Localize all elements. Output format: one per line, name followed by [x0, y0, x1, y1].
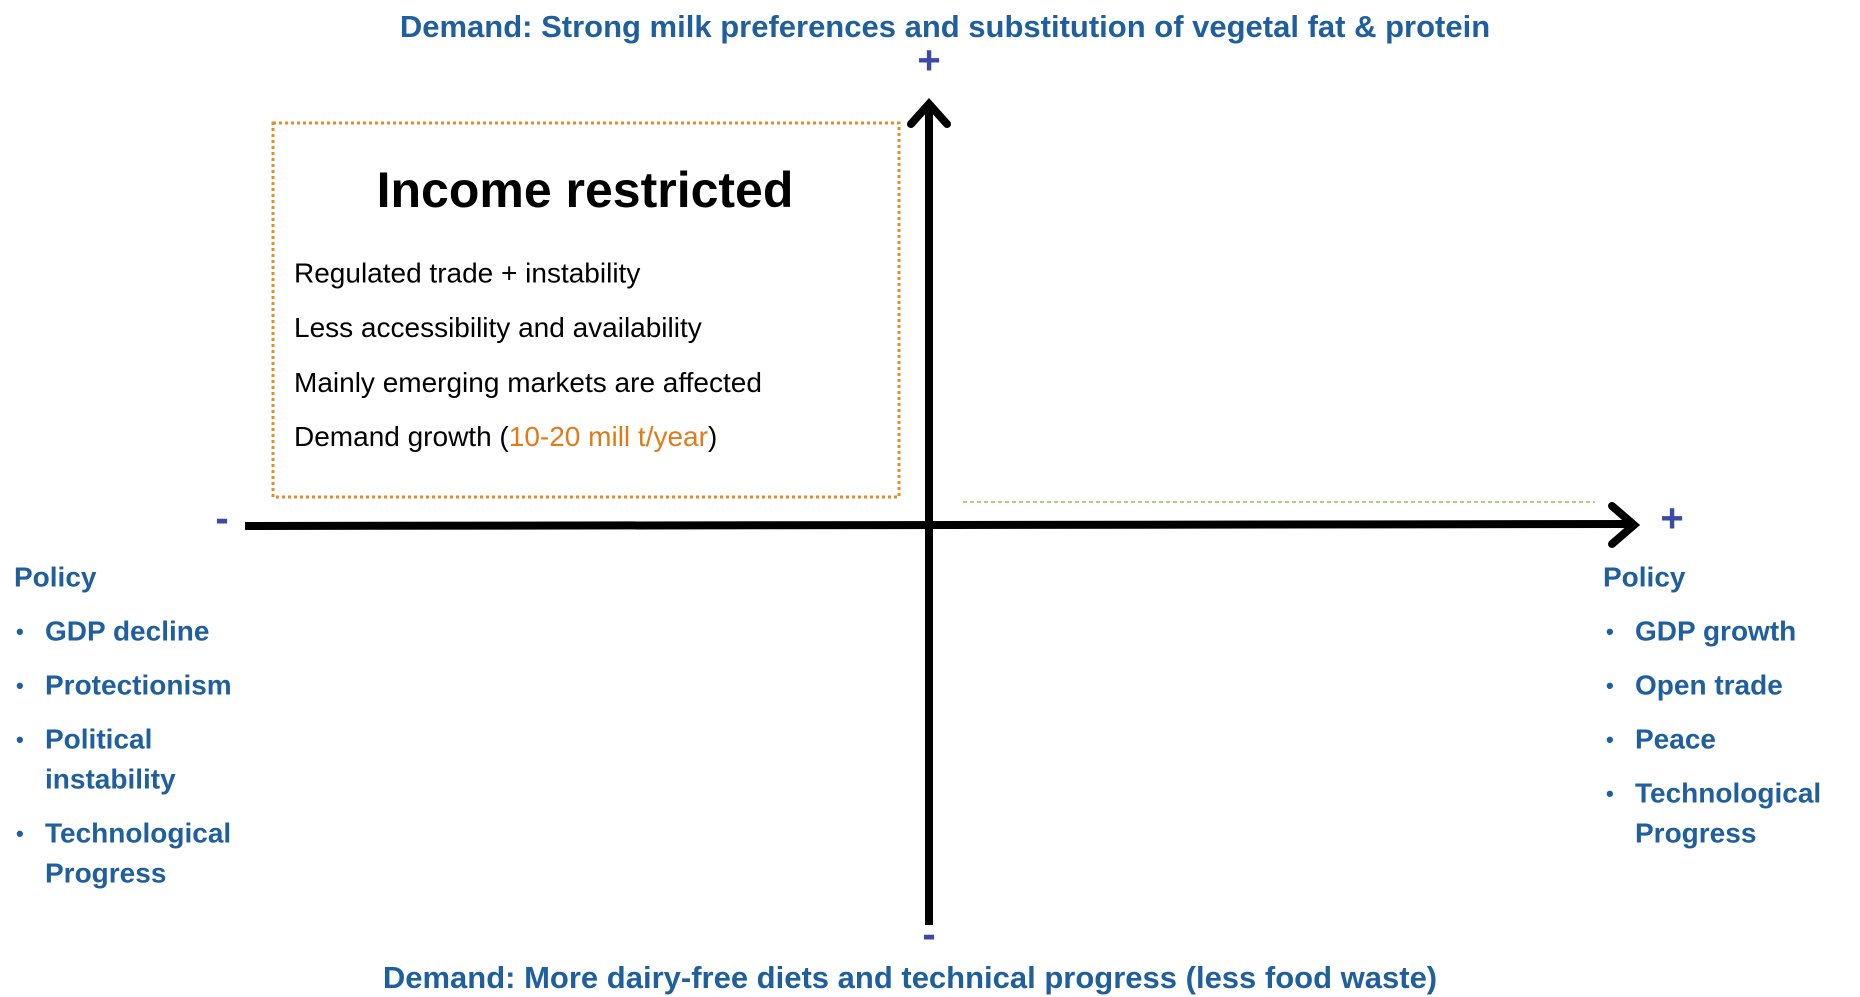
bullet: •: [1606, 727, 1614, 752]
bullet: •: [16, 673, 24, 698]
bottom-label: Demand: More dairy-free diets and techni…: [383, 960, 1437, 995]
policy-item: Peace: [1635, 723, 1716, 754]
y-minus: -: [922, 913, 935, 957]
policy-item: Open trade: [1635, 669, 1783, 700]
policy-item: Political: [45, 723, 152, 754]
x-plus: +: [1660, 497, 1683, 541]
quadrant-line: Regulated trade + instability: [294, 257, 640, 288]
bullet: •: [1606, 673, 1614, 698]
y-arrow: [907, 98, 951, 128]
x-minus: -: [215, 497, 228, 541]
quadrant-line: Demand growth (10-20 mill t/year): [294, 421, 717, 452]
bullet: •: [1606, 781, 1614, 806]
quadrant-line: Less accessibility and availability: [294, 312, 702, 343]
x-axis: [244, 520, 1633, 530]
text-part: Demand growth (: [294, 421, 509, 452]
y-plus: +: [917, 39, 940, 83]
bullet: •: [16, 821, 24, 846]
quadrant-title: Income restricted: [377, 162, 794, 218]
policy-item: instability: [45, 763, 176, 794]
policy-item: Progress: [1635, 817, 1756, 848]
policy-item: GDP decline: [45, 615, 209, 646]
bullet: •: [16, 727, 24, 752]
quadrant-box: [271, 121, 901, 499]
x-arrow: [1608, 502, 1641, 548]
text-part: ): [708, 421, 717, 452]
policy-heading: Policy: [14, 561, 97, 592]
policy-item: Progress: [45, 857, 166, 888]
policy-item: Protectionism: [45, 669, 232, 700]
policy-item: Technological: [45, 817, 231, 848]
quadrant-line: Mainly emerging markets are affected: [294, 367, 762, 398]
bullet: •: [16, 619, 24, 644]
policy-item: Technological: [1635, 777, 1821, 808]
policy-heading: Policy: [1603, 561, 1686, 592]
top-label: Demand: Strong milk preferences and subs…: [400, 9, 1490, 44]
bullet: •: [1606, 619, 1614, 644]
policy-item: GDP growth: [1635, 615, 1796, 646]
highlight: 10-20 mill t/year: [509, 421, 708, 452]
